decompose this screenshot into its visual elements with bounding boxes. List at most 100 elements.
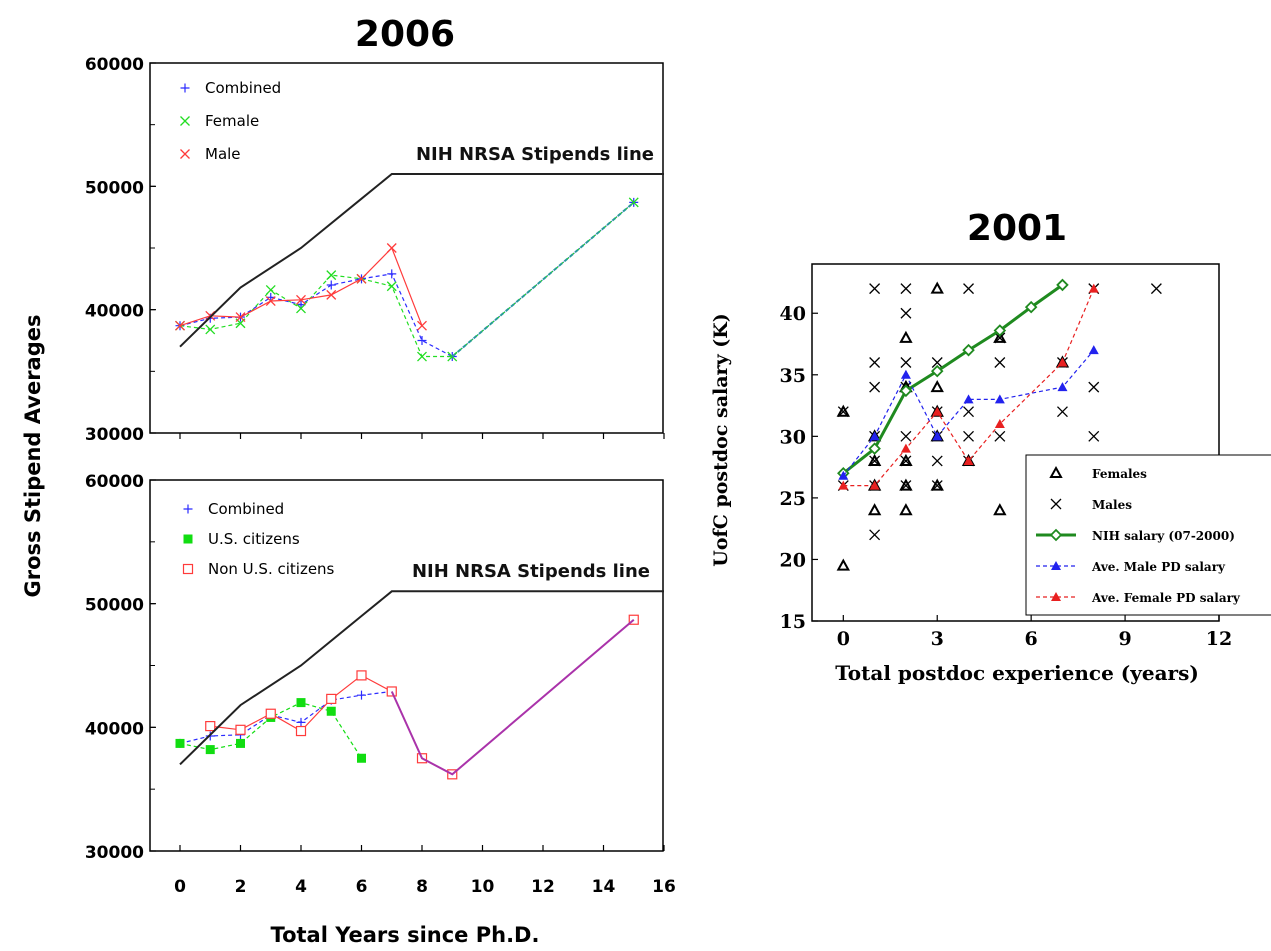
y-axis-label-2001: UofC postdoc salary (K) (710, 313, 732, 566)
data-point-ave-female-pd-salary (932, 406, 943, 416)
data-point-females (993, 330, 1007, 343)
plot-frame (811, 263, 1220, 622)
data-point-ave-male-pd-salary (900, 369, 911, 379)
data-point-male (326, 289, 337, 300)
plot-2006-by-citizenship: 30000 40000 50000 60000 0 2 4 6 8 10 12 14 16 Combine… (85, 472, 676, 897)
legend-label-male: Male (205, 145, 241, 163)
data-point-males (994, 430, 1006, 442)
y-tick-label: 60000 (85, 472, 144, 492)
data-point-females (836, 404, 851, 417)
data-point-females (867, 503, 882, 516)
data-point-males (1088, 430, 1100, 442)
data-point-male (265, 296, 276, 306)
legend-marker-females (1049, 465, 1063, 478)
series-line-non-u-s-citizens (210, 619, 635, 776)
data-point-nih-salary-07-2000 (993, 324, 1007, 337)
data-point-males (900, 307, 912, 319)
chart-title-2006: 2006 (355, 14, 455, 55)
data-point-ave-female-pd-salary (1088, 283, 1099, 293)
y-tick-label: 50000 (85, 178, 144, 198)
data-point-ave-female-pd-salary (963, 455, 974, 465)
series-line-line (390, 618, 635, 776)
nih-stipends-annotation-bottom: NIH NRSA Stipends line (412, 561, 650, 582)
data-point-males (963, 430, 974, 442)
data-point-male (356, 273, 367, 284)
legend-label-combined: Combined (205, 79, 281, 97)
x-tick-label: 16 (652, 877, 676, 897)
y-tick-label: 35 (780, 365, 806, 387)
data-point-males (869, 381, 881, 393)
x-tick-label: 4 (295, 877, 307, 897)
x-axis-label-2001: Total postdoc experience (years) (835, 661, 1199, 685)
series-line-combined (179, 201, 635, 358)
data-point-females (899, 330, 913, 343)
x-tick-label: 2 (235, 877, 247, 897)
data-point-u-s-citizens (357, 753, 366, 763)
y-tick-label: 30000 (85, 425, 144, 445)
x-tick-label: 0 (837, 628, 850, 650)
x-tick-label: 8 (416, 877, 428, 897)
data-point-male (235, 312, 246, 323)
series-line-female (179, 201, 635, 358)
data-point-nih-salary-07-2000 (1024, 300, 1038, 314)
data-point-males (900, 455, 912, 467)
y-tick-label: 30 (780, 426, 806, 448)
data-point-ave-female-pd-salary (900, 443, 911, 453)
y-tick-label: 50000 (85, 596, 144, 616)
x-tick-label: 0 (174, 877, 186, 897)
legend-label-non-u-s-citizens: Non U.S. citizens (208, 560, 335, 578)
data-point-female (447, 351, 458, 362)
y-tick-label: 25 (780, 488, 806, 510)
legend-label-ave-female-pd-salary: Ave. Female PD salary (1091, 591, 1241, 605)
data-point-males (837, 406, 849, 418)
y-tick-label: 40000 (85, 302, 144, 322)
data-point-non-u-s-citizens (386, 686, 397, 697)
data-point-female (326, 270, 337, 281)
data-point-female (417, 351, 427, 362)
data-point-combined (417, 336, 427, 345)
series-line-male (179, 246, 423, 327)
data-point-males (900, 480, 912, 492)
data-point-female (386, 281, 397, 292)
y-tick-label: 40000 (85, 719, 144, 739)
x-tick-label: 6 (1025, 628, 1038, 650)
data-point-non-u-s-citizens (295, 725, 307, 737)
data-point-u-s-citizens (175, 738, 185, 748)
data-point-ave-male-pd-salary (963, 394, 974, 404)
data-point-males (869, 529, 881, 541)
legend-label-females: Females (1092, 467, 1147, 481)
legend-marker-combined (180, 83, 190, 93)
legend-marker-male (180, 149, 190, 159)
data-point-females (930, 380, 944, 393)
data-point-males (869, 357, 881, 368)
legend-label-males: Males (1092, 498, 1132, 512)
nih-stipends-annotation-top: NIH NRSA Stipends line (416, 144, 654, 165)
data-point-male (386, 243, 397, 253)
y-tick-label: 15 (780, 611, 806, 633)
data-point-ave-male-pd-salary (1088, 345, 1099, 355)
data-point-non-u-s-citizens (356, 670, 367, 681)
data-point-combined (296, 717, 306, 727)
data-point-ave-female-pd-salary (869, 480, 880, 490)
data-point-males (963, 283, 974, 295)
series-line-line (179, 173, 664, 348)
legend-label-u-s-citizens: U.S. citizens (208, 530, 300, 548)
legend-marker-males (1050, 498, 1062, 510)
series-line-combined (179, 619, 635, 776)
x-axis-label-2006: Total Years since Ph.D. (271, 923, 540, 947)
plot-2001-uofc: 15 20 25 30 35 40 0 3 6 9 12 Females Males NIH salary… (780, 263, 1271, 650)
data-point-males (1150, 283, 1162, 295)
data-point-non-u-s-citizens (265, 708, 276, 719)
data-point-males (900, 283, 912, 295)
legend-label-combined: Combined (208, 500, 284, 518)
data-point-ave-male-pd-salary (838, 470, 849, 480)
data-point-males (994, 357, 1006, 368)
data-point-combined (387, 269, 397, 279)
data-point-combined (357, 690, 366, 700)
data-point-males (994, 332, 1006, 344)
data-point-male (296, 294, 306, 305)
data-point-males (931, 455, 943, 467)
data-point-non-u-s-citizens (205, 720, 216, 732)
data-point-nih-salary-07-2000 (1056, 278, 1069, 292)
data-point-females (836, 558, 851, 571)
